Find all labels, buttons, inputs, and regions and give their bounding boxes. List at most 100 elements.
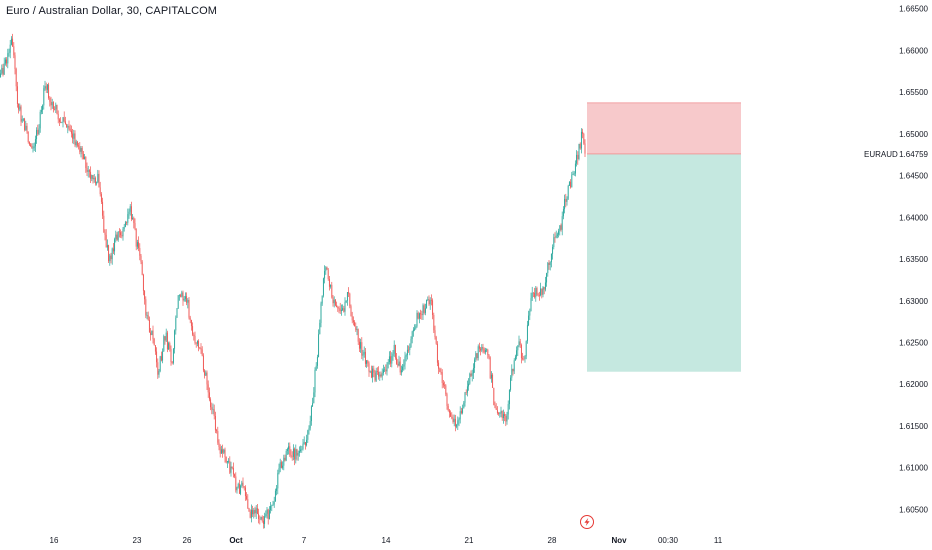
candle <box>309 415 311 431</box>
candle-body <box>205 372 207 376</box>
candle <box>102 197 104 219</box>
candle <box>120 229 122 238</box>
candle <box>372 365 374 383</box>
candle <box>81 146 83 160</box>
candle <box>350 304 352 317</box>
candle <box>318 329 320 358</box>
candle-body <box>252 509 254 515</box>
take-profit-zone[interactable] <box>587 153 741 372</box>
candle-body <box>442 383 444 386</box>
candle-body <box>154 345 156 352</box>
candle <box>398 355 400 367</box>
candle <box>201 346 203 357</box>
candle-body <box>114 239 116 252</box>
candle <box>242 477 244 489</box>
candle <box>384 366 386 373</box>
candle <box>105 229 107 248</box>
candle-body <box>82 153 84 160</box>
candle-body <box>213 409 215 416</box>
candle <box>394 344 396 360</box>
candle-body <box>399 361 401 373</box>
candle-body <box>294 448 296 460</box>
symbol-label: EURAUD <box>864 150 898 159</box>
lightning-bolt-icon[interactable] <box>580 515 594 529</box>
candle <box>140 253 142 265</box>
candle-body <box>72 133 74 139</box>
candle <box>330 284 332 289</box>
candle <box>303 436 305 445</box>
candle <box>418 312 420 324</box>
candle-body <box>540 288 542 296</box>
candle <box>62 116 64 128</box>
candle-body <box>486 349 488 351</box>
candle <box>228 458 230 464</box>
candle <box>385 364 387 375</box>
candle <box>332 294 334 307</box>
candle <box>63 111 65 123</box>
candle <box>578 143 580 161</box>
candle-body <box>219 446 221 454</box>
candle-body <box>289 446 291 455</box>
candle-body <box>220 449 222 454</box>
candle-body <box>472 367 474 374</box>
candle-body <box>87 170 89 172</box>
candle <box>43 85 45 110</box>
candle <box>342 304 344 311</box>
candle <box>80 146 82 158</box>
candle-body <box>124 222 126 227</box>
stop-loss-zone[interactable] <box>587 102 741 154</box>
candle-body <box>478 346 480 349</box>
candle-body <box>54 109 56 110</box>
candle <box>565 193 567 208</box>
candle <box>198 339 200 352</box>
candle-body <box>330 284 332 287</box>
candle <box>18 103 20 114</box>
candle-body <box>14 55 16 69</box>
candle-body <box>422 305 424 316</box>
candle <box>51 98 53 109</box>
candle-body <box>423 305 425 313</box>
candle <box>378 366 380 380</box>
candle <box>117 231 119 242</box>
candle-body <box>262 520 264 524</box>
candle-body <box>548 262 550 265</box>
candle-body <box>156 351 158 363</box>
time-axis[interactable]: 16 23 26 Oct 7 14 21 28 Nov 00:30 11 <box>50 536 723 545</box>
candle-body <box>37 129 39 135</box>
candle-body <box>118 231 120 233</box>
price-axis[interactable]: 1.60500 1.61000 1.61500 1.62000 1.62500 1.630… <box>864 5 929 515</box>
candle-body <box>393 344 395 354</box>
candle <box>184 292 186 302</box>
candle <box>366 359 368 368</box>
candle-body <box>218 442 220 447</box>
candle <box>356 326 358 336</box>
candle <box>382 364 384 376</box>
candle <box>307 429 309 443</box>
candle-body <box>20 106 22 122</box>
candle-body <box>445 385 447 395</box>
candle-body <box>520 345 522 359</box>
candle-body <box>168 343 170 350</box>
candle-body <box>259 518 261 520</box>
candle-body <box>406 349 408 356</box>
candle-body <box>405 355 407 357</box>
candle <box>236 486 238 494</box>
candle <box>110 252 112 264</box>
candle-body <box>231 466 233 469</box>
candle-body <box>488 355 490 358</box>
candle-body <box>120 232 122 236</box>
candle <box>580 128 582 154</box>
candle-body <box>110 255 112 260</box>
candle-body <box>424 308 426 313</box>
candle-body <box>21 118 23 122</box>
candle-body <box>519 341 521 346</box>
candle-body <box>493 387 495 406</box>
candle <box>494 401 496 409</box>
candle <box>106 239 108 251</box>
candle <box>82 150 84 160</box>
candle <box>60 117 62 124</box>
candle <box>74 130 76 148</box>
candle <box>409 343 411 356</box>
